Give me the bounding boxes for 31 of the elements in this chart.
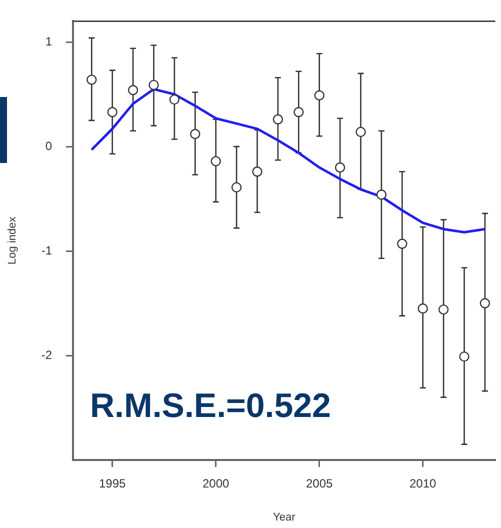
point (169, 94, 180, 105)
y-tick-label: 1 (45, 34, 52, 48)
point (107, 106, 118, 118)
point (480, 298, 490, 308)
point (294, 106, 304, 118)
point (252, 166, 262, 177)
point (356, 126, 366, 138)
point (231, 182, 242, 192)
x-tick-label: 2010 (409, 476, 437, 491)
y-tick-label: 0 (45, 138, 52, 153)
point (459, 351, 470, 362)
point (438, 304, 449, 315)
point (272, 114, 284, 125)
x-tick-label: 1995 (98, 476, 126, 491)
point (376, 190, 387, 200)
point (86, 74, 97, 85)
point (314, 90, 324, 100)
y-tick-label: -2 (41, 348, 52, 362)
x-axis-title: Year (273, 511, 296, 524)
y-tick-label: -1 (41, 243, 52, 258)
point (190, 128, 200, 140)
x-tick-label: 2000 (202, 476, 230, 491)
point (128, 85, 138, 96)
point (334, 162, 346, 173)
x-tick-label: 2005 (306, 476, 334, 491)
point (148, 80, 159, 90)
annotation: R.M.S.E.=0.522 (90, 387, 331, 425)
point (210, 156, 221, 166)
y-axis-title: Log index (6, 216, 19, 264)
point (418, 303, 428, 314)
point (397, 238, 408, 249)
